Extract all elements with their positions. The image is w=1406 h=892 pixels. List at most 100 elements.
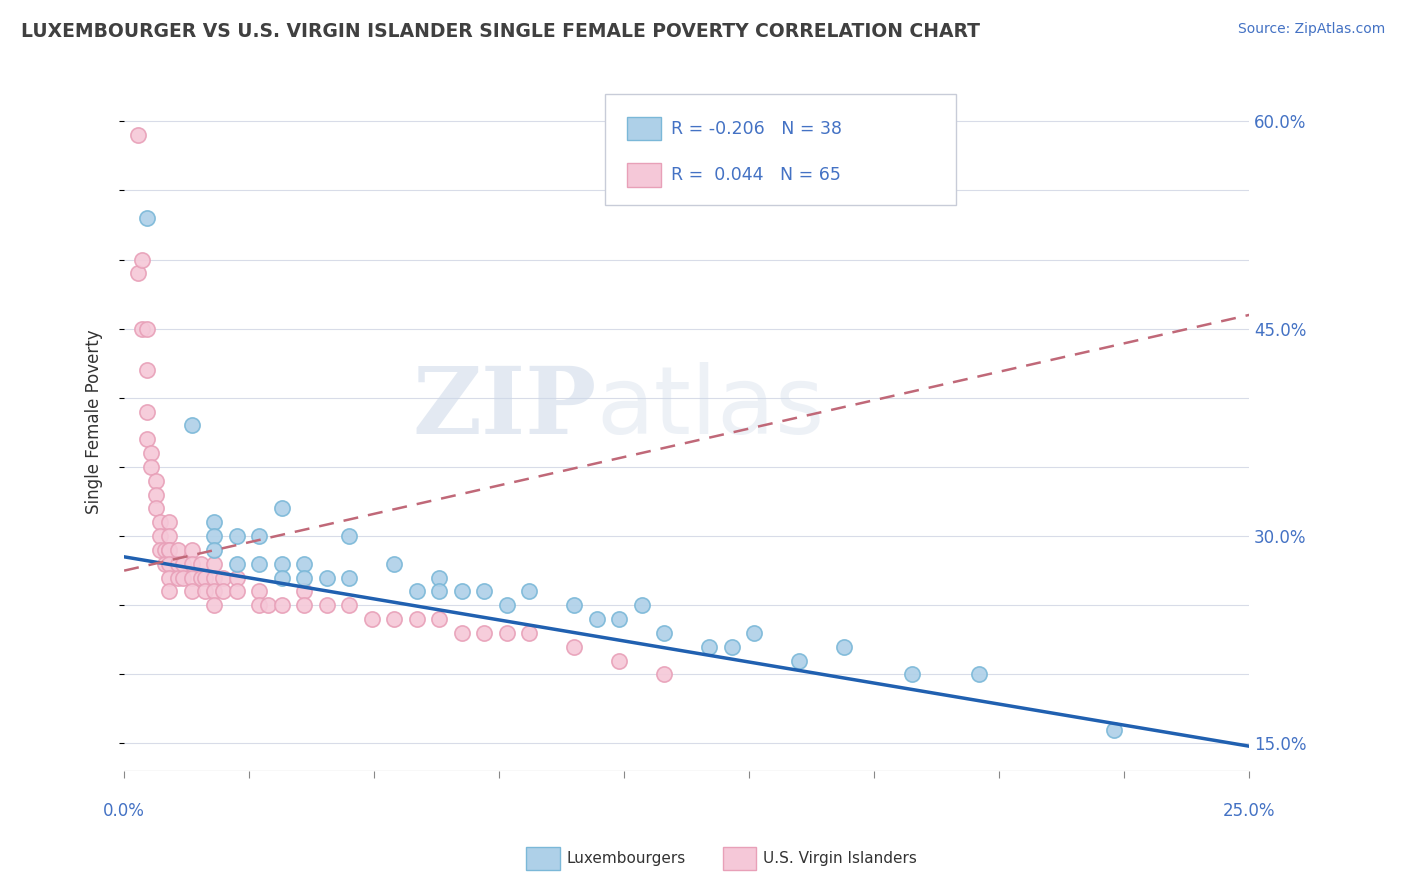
Point bbox=[149, 542, 172, 557]
Point bbox=[967, 667, 990, 681]
Text: LUXEMBOURGER VS U.S. VIRGIN ISLANDER SINGLE FEMALE POVERTY CORRELATION CHART: LUXEMBOURGER VS U.S. VIRGIN ISLANDER SIN… bbox=[21, 22, 980, 41]
Point bbox=[202, 570, 225, 584]
Point bbox=[131, 322, 153, 336]
Point bbox=[607, 653, 630, 667]
Text: atlas: atlas bbox=[596, 362, 825, 454]
Point bbox=[495, 598, 517, 612]
Point bbox=[139, 446, 162, 460]
Point bbox=[167, 542, 190, 557]
Point bbox=[257, 598, 280, 612]
Point bbox=[652, 625, 675, 640]
Point bbox=[202, 598, 225, 612]
Point bbox=[157, 529, 180, 543]
Point bbox=[157, 542, 180, 557]
Point bbox=[202, 542, 225, 557]
Point bbox=[194, 584, 217, 599]
Point bbox=[225, 529, 247, 543]
Point bbox=[270, 598, 292, 612]
Text: Luxembourgers: Luxembourgers bbox=[567, 851, 686, 865]
Point bbox=[145, 501, 167, 516]
Point bbox=[427, 570, 450, 584]
Point bbox=[131, 252, 153, 267]
Point bbox=[135, 211, 157, 226]
Point bbox=[292, 584, 315, 599]
Point bbox=[1104, 723, 1126, 737]
Point bbox=[337, 598, 360, 612]
Point bbox=[292, 570, 315, 584]
Point bbox=[157, 584, 180, 599]
Point bbox=[202, 515, 225, 529]
Point bbox=[472, 625, 495, 640]
Point bbox=[180, 542, 202, 557]
Point bbox=[247, 529, 270, 543]
Point bbox=[202, 529, 225, 543]
Point bbox=[652, 667, 675, 681]
Point bbox=[405, 612, 427, 626]
Point bbox=[247, 598, 270, 612]
Point bbox=[135, 405, 157, 419]
Point bbox=[450, 625, 472, 640]
Point bbox=[145, 474, 167, 488]
Point bbox=[720, 640, 742, 654]
Point bbox=[697, 640, 720, 654]
Point bbox=[517, 584, 540, 599]
Point bbox=[292, 557, 315, 571]
Point bbox=[337, 529, 360, 543]
Point bbox=[382, 557, 405, 571]
Point bbox=[135, 322, 157, 336]
Point bbox=[180, 557, 202, 571]
Point bbox=[742, 625, 765, 640]
Point bbox=[127, 267, 149, 281]
Point bbox=[153, 557, 176, 571]
Point bbox=[337, 570, 360, 584]
Point bbox=[145, 488, 167, 502]
Point bbox=[139, 460, 162, 475]
Point bbox=[270, 501, 292, 516]
Text: 25.0%: 25.0% bbox=[1223, 802, 1275, 820]
Point bbox=[172, 570, 194, 584]
Point bbox=[180, 584, 202, 599]
Point bbox=[212, 584, 235, 599]
Point bbox=[562, 598, 585, 612]
Point bbox=[127, 128, 149, 143]
Point bbox=[472, 584, 495, 599]
Point bbox=[382, 612, 405, 626]
Y-axis label: Single Female Poverty: Single Female Poverty bbox=[86, 330, 103, 515]
Point bbox=[450, 584, 472, 599]
Point bbox=[157, 557, 180, 571]
Point bbox=[225, 584, 247, 599]
Point bbox=[149, 515, 172, 529]
Point bbox=[172, 557, 194, 571]
Point bbox=[427, 612, 450, 626]
Point bbox=[157, 570, 180, 584]
Text: 0.0%: 0.0% bbox=[103, 802, 145, 820]
Point bbox=[190, 570, 212, 584]
Point bbox=[167, 570, 190, 584]
Point bbox=[167, 557, 190, 571]
Point bbox=[190, 557, 212, 571]
Point bbox=[202, 557, 225, 571]
Point bbox=[900, 667, 922, 681]
Point bbox=[585, 612, 607, 626]
Point bbox=[292, 598, 315, 612]
Point bbox=[212, 570, 235, 584]
Point bbox=[157, 515, 180, 529]
Point bbox=[247, 584, 270, 599]
Point bbox=[180, 570, 202, 584]
Point bbox=[270, 570, 292, 584]
Text: Source: ZipAtlas.com: Source: ZipAtlas.com bbox=[1237, 22, 1385, 37]
Point bbox=[157, 542, 180, 557]
Point bbox=[149, 529, 172, 543]
Point bbox=[135, 433, 157, 447]
Point bbox=[405, 584, 427, 599]
Point bbox=[315, 598, 337, 612]
Point bbox=[153, 542, 176, 557]
Point bbox=[427, 584, 450, 599]
Point bbox=[247, 557, 270, 571]
Point bbox=[360, 612, 382, 626]
Point bbox=[180, 418, 202, 433]
Point bbox=[270, 557, 292, 571]
Point bbox=[630, 598, 652, 612]
Point bbox=[194, 570, 217, 584]
Point bbox=[495, 625, 517, 640]
